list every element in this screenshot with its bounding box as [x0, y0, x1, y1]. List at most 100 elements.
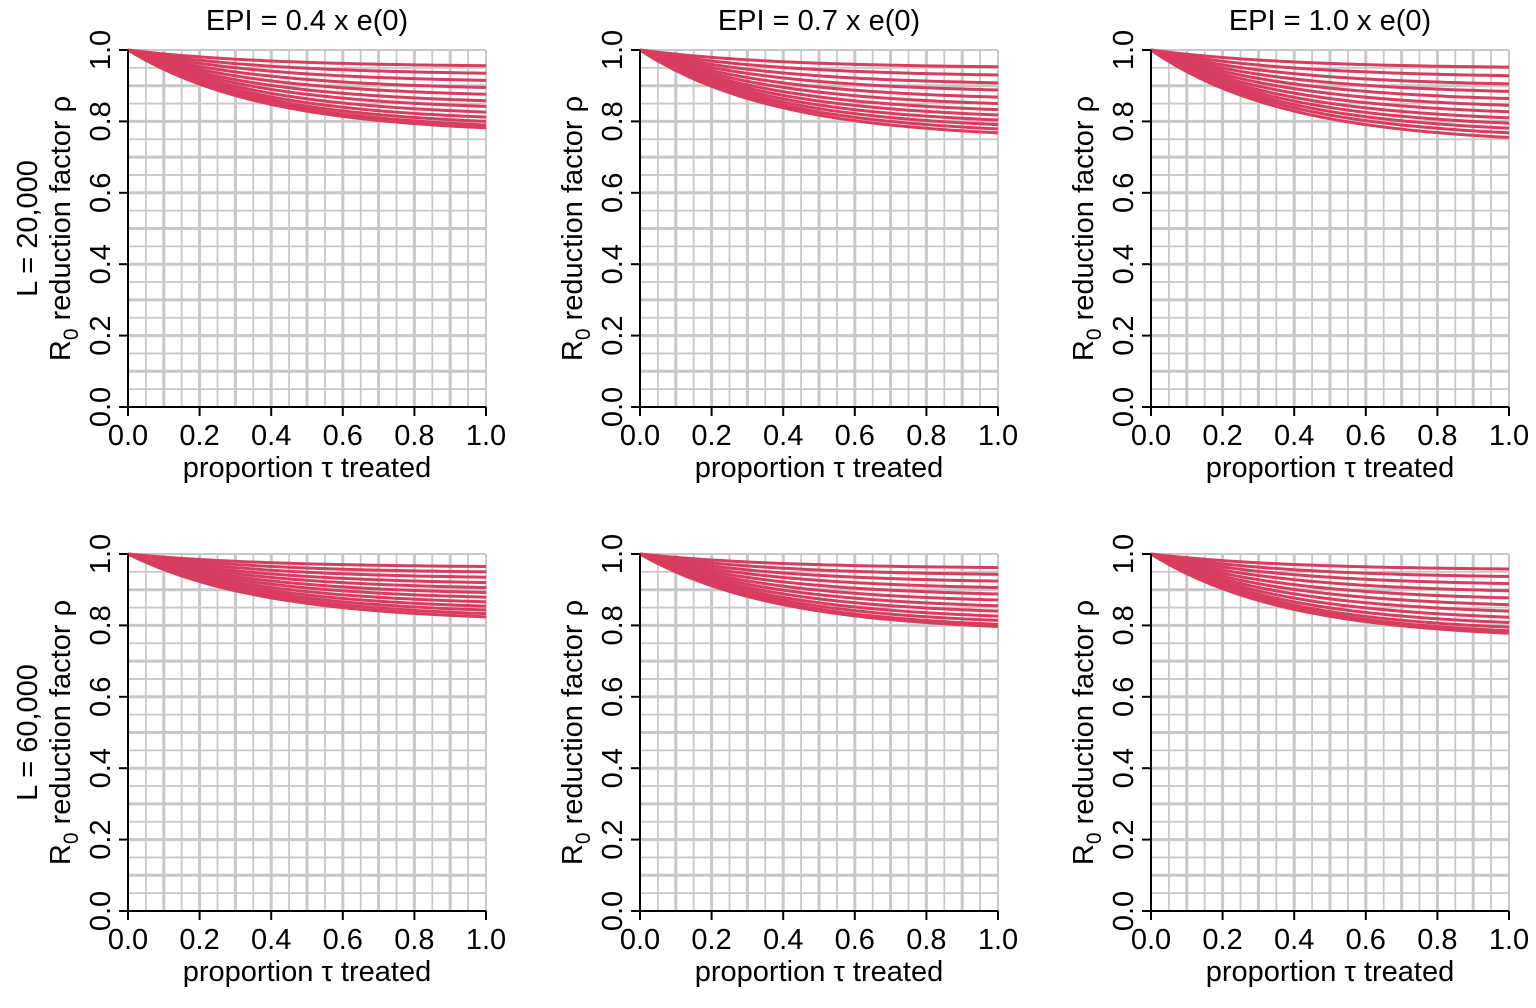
series-line-4 — [639, 552, 999, 590]
series-line-2 — [639, 552, 999, 576]
column-title-1: EPI = 0.4 x e(0) — [206, 5, 408, 37]
x-tick-label: 0.4 — [763, 924, 803, 956]
y-tick-label: 0.0 — [85, 387, 117, 427]
grid — [1151, 553, 1510, 911]
series-group — [639, 552, 999, 628]
series-line-2 — [639, 48, 999, 77]
y-axis-label-subscript: 0 — [572, 328, 595, 340]
x-axis-label: proportion τ treated — [1206, 956, 1454, 988]
series-line-10 — [1150, 48, 1510, 130]
x-tick-label: 1.0 — [1489, 924, 1529, 956]
y-tick-label: 0.8 — [85, 605, 117, 645]
x-tick-label: 0.4 — [1274, 924, 1314, 956]
y-tick-label: 0.4 — [597, 748, 629, 788]
panel-r2-c2: 0.00.0 0.2 0.2 0.4 0.4 0.6 0.6 0.8 0.8 1.0 1.0 prop… — [557, 534, 1018, 988]
column-title-3: EPI = 1.0 x e(0) — [1229, 5, 1431, 37]
series-line-7 — [127, 552, 487, 599]
grid — [640, 553, 999, 911]
x-tick-label: 0.0 — [620, 420, 660, 452]
series-line-1 — [127, 48, 487, 68]
series-line-6 — [639, 552, 999, 602]
series-line-5 — [127, 48, 487, 96]
y-tick-label: 1.0 — [597, 534, 629, 574]
x-tick-label: 0.2 — [1202, 924, 1242, 956]
y-tick-label: 0.4 — [85, 244, 117, 284]
x-tick-label: 0.8 — [1417, 420, 1457, 452]
row-label-1: L = 20,000 — [12, 160, 44, 297]
y-tick-label: 0.2 — [1108, 819, 1140, 859]
x-tick-label: 1.0 — [466, 924, 506, 956]
y-tick-label: 0.6 — [597, 677, 629, 717]
x-axis-label: proportion τ treated — [183, 452, 431, 484]
x-tick-label: 1.0 — [978, 924, 1018, 956]
column-title-2: EPI = 0.7 x e(0) — [718, 5, 920, 37]
y-axis-label-subscript: 0 — [60, 328, 83, 340]
series-line-9 — [1150, 552, 1510, 625]
y-tick-label: 0.0 — [1108, 387, 1140, 427]
series-group — [127, 552, 487, 619]
series-line-2 — [1150, 552, 1510, 578]
series-line-7 — [639, 552, 999, 608]
series-line-11 — [1150, 48, 1510, 135]
series-line-4 — [127, 552, 487, 585]
x-tick-label: 0.4 — [251, 420, 291, 452]
series-line-6 — [639, 48, 999, 106]
series-group — [639, 48, 999, 135]
y-axis-label-main: R — [45, 844, 77, 865]
series-line-3 — [639, 552, 999, 583]
y-tick-label: 0.0 — [597, 387, 629, 427]
series-line-9 — [639, 48, 999, 122]
series-line-8 — [127, 552, 487, 604]
x-tick-label: 0.8 — [394, 420, 434, 452]
x-tick-label: 0.6 — [323, 924, 363, 956]
series-line-6 — [127, 552, 487, 595]
series-line-9 — [127, 48, 487, 119]
series-line-8 — [1150, 552, 1510, 619]
panel-r1-c3: 0.00.0 0.2 0.2 0.4 0.4 0.6 0.6 0.8 0.8 1.0 1.0 prop… — [1068, 30, 1529, 484]
series-line-7 — [639, 48, 999, 112]
y-tick-label: 0.6 — [85, 173, 117, 213]
y-tick-label: 0.0 — [1108, 891, 1140, 931]
x-tick-label: 0.8 — [906, 924, 946, 956]
panel-r1-c1: 0.00.0 0.2 0.2 0.4 0.4 0.6 0.6 0.8 0.8 1.0 1.0 prop… — [12, 30, 506, 484]
x-tick-label: 0.6 — [1346, 924, 1386, 956]
x-axis-label: proportion τ treated — [695, 956, 943, 988]
y-axis-label-main: R — [1068, 844, 1100, 865]
y-tick-label: 0.6 — [1108, 173, 1140, 213]
x-tick-label: 0.4 — [763, 420, 803, 452]
panels: 0.00.00.20.20.40.40.60.60.80.81.01.0prop… — [12, 30, 1529, 988]
y-axis-label: R0 reduction factor ρ — [45, 600, 83, 865]
y-tick-label: 0.8 — [1108, 605, 1140, 645]
x-tick-label: 1.0 — [1489, 420, 1529, 452]
series-line-12 — [127, 48, 487, 130]
x-tick-label: 0.2 — [179, 420, 219, 452]
y-axis-label: R0 reduction factor ρ — [557, 96, 595, 361]
y-axis-label-main: R — [45, 340, 77, 361]
y-tick-label: 0.8 — [597, 605, 629, 645]
y-axis-label-rest: reduction factor ρ — [557, 600, 589, 833]
axes: 0.00.0 0.2 0.2 0.4 0.4 0.6 0.6 0.8 0.8 1.0 1.0 — [85, 30, 506, 452]
series-line-6 — [1150, 552, 1510, 607]
x-tick-label: 0.4 — [251, 924, 291, 956]
y-tick-label: 0.8 — [597, 101, 629, 141]
series-line-12 — [1150, 48, 1510, 139]
y-tick-label: 1.0 — [597, 30, 629, 70]
y-tick-label: 1.0 — [85, 30, 117, 70]
series-line-8 — [1150, 48, 1510, 120]
series-line-6 — [1150, 48, 1510, 107]
y-tick-label: 1.0 — [1108, 534, 1140, 574]
x-tick-label: 0.0 — [108, 924, 148, 956]
series-line-12 — [1150, 552, 1510, 635]
x-axis-label: proportion τ treated — [183, 956, 431, 988]
axes: 0.00.0 0.2 0.2 0.4 0.4 0.6 0.6 0.8 0.8 1.0 1.0 — [1108, 534, 1529, 956]
series-line-8 — [639, 552, 999, 613]
grid — [128, 49, 487, 407]
axes: 0.00.0 0.2 0.2 0.4 0.4 0.6 0.6 0.8 0.8 1.0 1.0 — [85, 534, 506, 956]
y-tick-label: 0.6 — [1108, 677, 1140, 717]
series-line-4 — [639, 48, 999, 92]
panel-r1-c2: 0.00.0 0.2 0.2 0.4 0.4 0.6 0.6 0.8 0.8 1.0 1.0 prop… — [557, 30, 1018, 484]
series-line-3 — [1150, 552, 1510, 586]
y-tick-label: 0.8 — [1108, 101, 1140, 141]
y-axis-label: R0 reduction factor ρ — [557, 600, 595, 865]
